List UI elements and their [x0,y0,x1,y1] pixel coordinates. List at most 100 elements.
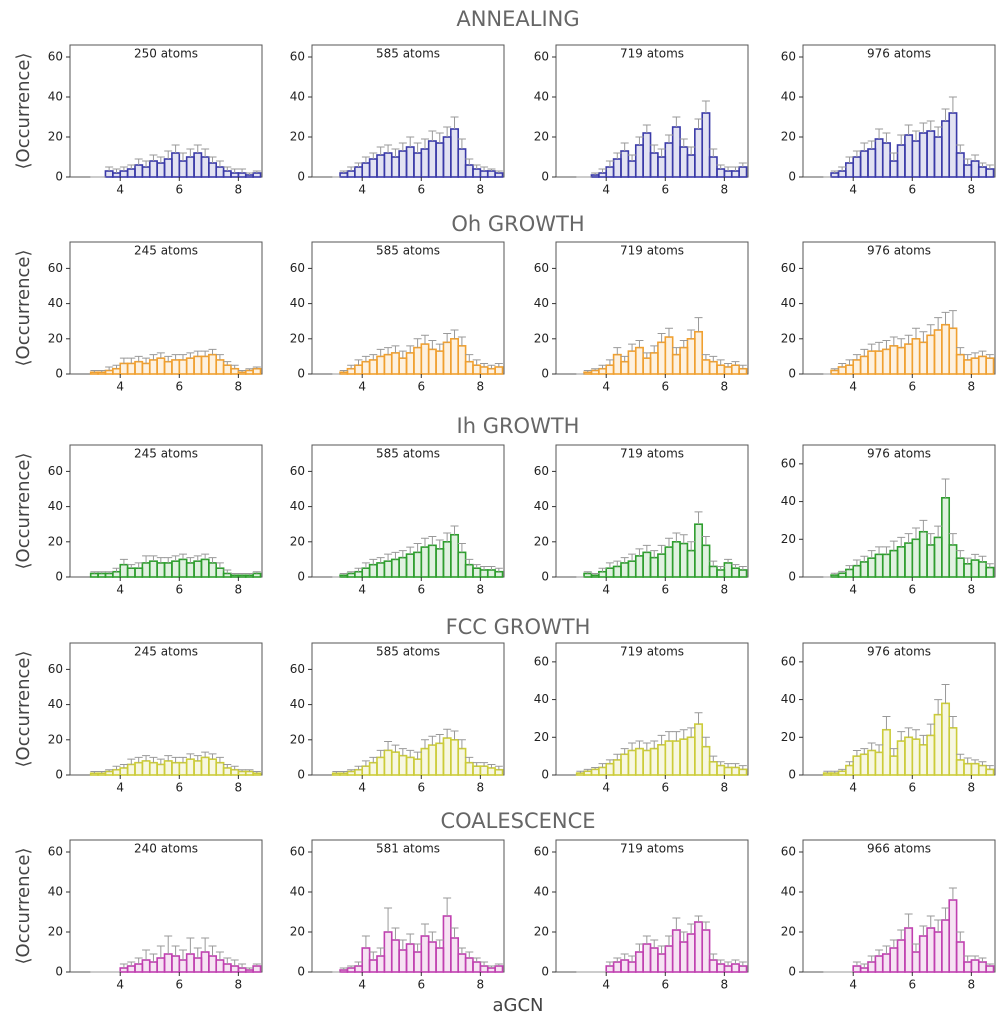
error-bar [156,156,165,163]
bar [368,761,378,776]
y-tick-label: 0 [541,570,549,584]
bar [346,572,356,578]
bar [904,927,914,973]
bar [694,921,704,973]
bar [830,172,840,178]
bar [642,132,652,178]
bar [605,364,615,375]
bar [575,772,585,776]
error-bar [919,122,928,133]
bar [970,762,980,776]
bar [398,556,408,578]
error-bar [420,334,429,345]
error-bar [963,557,972,564]
bar [472,168,482,178]
bar [163,360,173,375]
bar [193,760,203,776]
error-bar [985,164,994,169]
plot-frame [69,44,263,178]
error-bar [985,963,994,966]
bar [104,369,114,375]
error-bar [90,369,99,373]
error-bar [731,166,740,171]
error-bar [406,546,415,555]
panel-title: 245 atoms [134,645,198,659]
error-bar [112,567,121,572]
bar [955,759,965,776]
error-bar [127,164,136,169]
error-bar [635,943,644,952]
y-tick-label: 60 [290,464,305,478]
error-bar [738,162,747,167]
bar [963,562,973,578]
y-tick-label: 20 [534,331,549,345]
error-bar [694,712,703,725]
bar [457,345,467,375]
x-tick-label: 6 [661,781,669,795]
error-bar [208,156,217,163]
error-bar [97,369,106,373]
bar [867,961,877,973]
bar [686,736,696,776]
bar [119,563,129,578]
error-bar [494,170,503,173]
error-bar [487,565,496,570]
error-bar [354,359,363,366]
bar [590,574,600,578]
bar [723,366,733,375]
bar [904,542,914,578]
bar [679,941,689,973]
error-bar [642,935,651,944]
bar [486,367,496,375]
panel-title: 719 atoms [620,842,684,856]
error-bar [252,963,261,966]
bar [200,156,210,178]
error-bar [398,550,407,558]
error-bar [926,120,935,131]
row-title: COALESCENCE [440,809,595,833]
error-bar [867,742,876,751]
error-bar [215,951,224,960]
bar [171,560,181,578]
error-bar [369,354,378,360]
bar [398,754,408,776]
bar [97,572,107,578]
error-bar [223,361,232,366]
error-bar [347,769,356,772]
error-bar [731,959,740,964]
x-tick-label: 6 [175,183,183,197]
bar [845,162,855,178]
bar [867,557,877,578]
bar [926,927,936,973]
error-bar [904,334,913,345]
bar [148,160,158,178]
bar [671,929,681,973]
error-bar [384,741,393,751]
error-bar [457,947,466,954]
error-bar [709,755,718,762]
bar [634,951,644,973]
bar [716,364,726,375]
bar [918,132,928,178]
bar [649,747,659,776]
error-bar [245,172,254,175]
error-bar [971,352,980,359]
bar [620,562,630,578]
x-tick-label: 8 [235,183,243,197]
y-tick-label: 40 [781,885,796,899]
bar [398,150,408,178]
error-bar [694,511,703,525]
bar [881,142,891,178]
x-tick-label: 4 [116,978,124,992]
error-bar [948,533,957,545]
bar [134,963,144,973]
bar [171,152,181,178]
bar [948,544,958,578]
error-bar [978,162,987,167]
x-tick-label: 8 [477,380,485,394]
bar [252,172,262,178]
error-bar [369,558,378,565]
x-tick-label: 8 [235,380,243,394]
bar [141,959,151,973]
bar [244,174,254,178]
